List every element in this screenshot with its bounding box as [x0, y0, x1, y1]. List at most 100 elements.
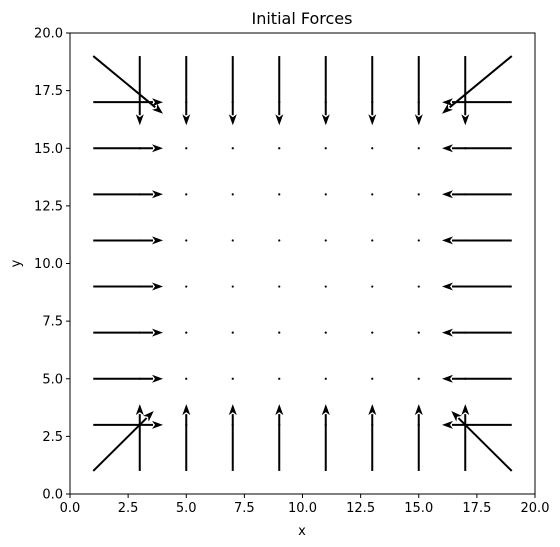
vector-arrow	[442, 328, 512, 337]
vector-arrow	[231, 377, 234, 380]
vector-arrow	[278, 331, 281, 334]
vector-arrow	[93, 98, 163, 107]
vector-arrow	[182, 56, 191, 126]
vector-arrow	[275, 56, 284, 126]
y-tick-label: 5.0	[42, 372, 63, 387]
vector-arrow	[135, 56, 144, 126]
vector-arrow	[442, 55, 513, 114]
vector-arrow	[231, 147, 234, 150]
vector-arrow	[321, 404, 330, 471]
vector-arrow	[231, 285, 234, 288]
x-tick-label: 15.0	[404, 501, 433, 516]
vector-arrow	[185, 285, 188, 288]
vector-arrow	[417, 239, 420, 242]
vector-arrow	[417, 331, 420, 334]
vector-arrow	[138, 239, 141, 242]
vector-arrow	[135, 404, 144, 471]
y-axis-ticks: 0.0 2.5 5.0 7.5 10.0 12.5 15.0 17.5 20.0	[34, 27, 70, 503]
vector-arrow	[275, 404, 284, 471]
x-tick-label: 10.0	[288, 501, 317, 516]
vector-arrow	[278, 239, 281, 242]
vector-arrow	[185, 377, 188, 380]
vector-arrow	[93, 374, 163, 383]
y-axis-label: y	[9, 259, 24, 267]
vector-arrow	[324, 239, 327, 242]
vector-arrow	[461, 56, 470, 126]
vector-arrow	[185, 147, 188, 150]
vector-arrow	[442, 374, 512, 383]
vector-arrow	[185, 193, 188, 196]
y-tick-label: 10.0	[34, 257, 63, 272]
vector-arrow	[93, 420, 163, 429]
vector-arrow	[442, 98, 512, 107]
vector-arrow	[93, 144, 163, 153]
vector-arrow	[93, 190, 163, 199]
vector-arrow	[371, 101, 374, 104]
vector-arrow	[451, 411, 513, 472]
vector-arrow	[278, 377, 281, 380]
vector-arrow	[138, 193, 141, 196]
vector-arrow	[231, 193, 234, 196]
vector-arrow	[138, 285, 141, 288]
vector-arrow	[371, 239, 374, 242]
y-tick-label: 15.0	[34, 142, 63, 157]
vector-arrow	[417, 101, 420, 104]
vector-arrow	[138, 101, 141, 104]
vector-arrow	[231, 239, 234, 242]
vector-arrow	[324, 193, 327, 196]
vector-arrow	[231, 101, 234, 104]
vector-arrow	[278, 193, 281, 196]
vector-arrow	[442, 420, 512, 429]
vector-arrow	[228, 56, 237, 126]
vector-arrow	[93, 328, 163, 337]
vector-arrow	[442, 190, 512, 199]
y-tick-label: 17.5	[34, 84, 63, 99]
y-tick-label: 20.0	[34, 27, 63, 42]
vector-arrow	[417, 377, 420, 380]
vector-arrow	[138, 147, 141, 150]
vector-arrow	[278, 285, 281, 288]
y-tick-label: 12.5	[34, 199, 63, 214]
y-tick-label: 0.0	[42, 488, 63, 503]
y-tick-label: 2.5	[42, 430, 63, 445]
vector-arrow	[92, 411, 154, 472]
x-tick-label: 2.5	[118, 501, 139, 516]
vector-arrow	[278, 101, 281, 104]
vector-field	[92, 55, 513, 472]
plot-area	[69, 32, 536, 495]
vector-arrow	[417, 285, 420, 288]
vector-arrow	[321, 56, 330, 126]
vector-arrow	[185, 101, 188, 104]
vector-arrow	[278, 147, 281, 150]
vector-arrow	[324, 331, 327, 334]
vector-arrow	[231, 331, 234, 334]
x-tick-label: 20.0	[521, 501, 550, 516]
vector-arrow	[324, 147, 327, 150]
y-tick-label: 7.5	[42, 315, 63, 330]
vector-arrow	[442, 236, 512, 245]
vector-arrow	[324, 285, 327, 288]
vector-arrow	[368, 56, 377, 126]
x-tick-label: 12.5	[346, 501, 375, 516]
vector-arrow	[138, 377, 141, 380]
x-axis-ticks: 0.0 2.5 5.0 7.5 10.0 12.5 15.0 17.5 20.0	[60, 494, 550, 516]
x-axis-label: x	[298, 524, 306, 539]
vector-arrow	[417, 147, 420, 150]
vector-arrow	[442, 144, 512, 153]
vector-arrow	[93, 282, 163, 291]
vector-arrow	[414, 56, 423, 126]
x-tick-label: 7.5	[234, 501, 255, 516]
x-tick-label: 5.0	[176, 501, 197, 516]
vector-arrow	[324, 377, 327, 380]
vector-arrow	[92, 55, 163, 114]
vector-arrow	[371, 285, 374, 288]
vector-arrow	[371, 147, 374, 150]
vector-arrow	[442, 282, 512, 291]
vector-arrow	[182, 404, 191, 471]
vector-arrow	[414, 404, 423, 471]
chart-title: Initial Forces	[252, 9, 353, 28]
vector-arrow	[417, 193, 420, 196]
vector-arrow	[228, 404, 237, 471]
vector-arrow	[185, 239, 188, 242]
